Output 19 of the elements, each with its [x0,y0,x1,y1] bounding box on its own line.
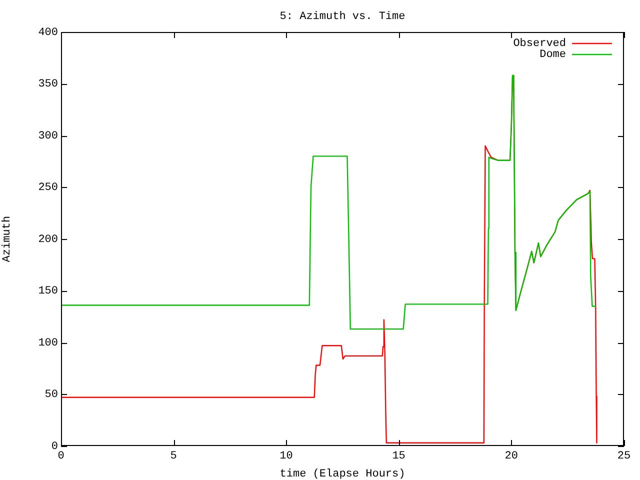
chart-title: 5: Azimuth vs. Time [280,10,406,23]
y-tick-label: 300 [38,130,58,142]
y-axis-title: Azimuth [2,216,14,262]
y-tick-label: 100 [38,337,58,350]
x-tick-label: 25 [617,450,631,463]
x-tick-label: 5 [170,450,177,463]
legend-label: Dome [540,48,566,61]
y-tick-label: 200 [38,234,58,246]
y-tick-label: 400 [38,26,58,39]
y-tick-label: 250 [38,182,58,194]
y-tick-label: 150 [38,286,58,298]
x-tick-label: 20 [504,450,518,463]
legend-label: Observed [513,38,566,50]
y-tick-label: 0 [51,440,58,453]
x-tick-label: 15 [392,450,406,463]
x-axis-title: time (Elapse Hours) [280,468,406,480]
y-tick-label: 350 [38,78,58,91]
x-tick-label: 10 [280,450,293,463]
y-tick-label: 50 [44,389,58,402]
